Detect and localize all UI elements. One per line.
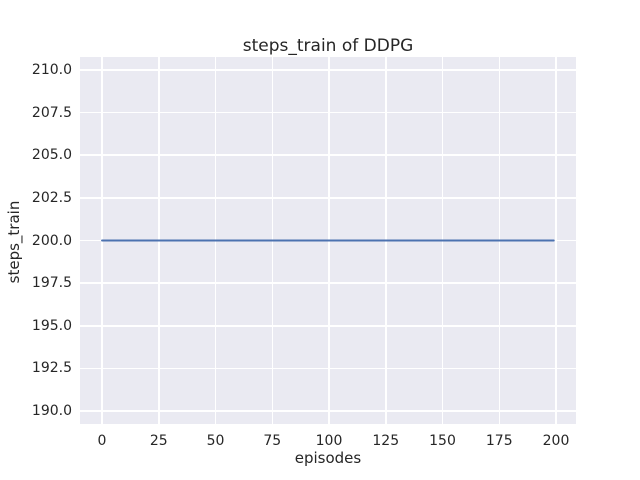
x-tick-label: 200: [542, 433, 570, 449]
y-tick-label: 210.0: [31, 61, 72, 78]
x-tick-label: 75: [263, 433, 282, 449]
x-tick-label: 100: [315, 433, 343, 449]
gridline-horizontal: [80, 154, 576, 156]
y-tick-label: 190.0: [31, 403, 72, 420]
plot-area: [80, 57, 576, 424]
gridline-horizontal: [80, 111, 576, 114]
y-tick-label: 207.5: [31, 104, 72, 121]
y-tick-label: 200.0: [31, 232, 72, 249]
gridline-horizontal: [80, 197, 576, 199]
gridline-horizontal: [80, 410, 576, 412]
gridline-horizontal: [80, 69, 576, 71]
x-tick-label: 50: [206, 433, 225, 449]
x-axis-label: episodes: [294, 449, 362, 467]
x-tick-label: 175: [485, 433, 513, 449]
gridline-horizontal: [80, 367, 576, 370]
y-tick-label: 202.5: [31, 189, 72, 206]
x-tick-label: 0: [97, 433, 107, 449]
y-tick-label: 192.5: [31, 360, 72, 377]
x-tick-label: 125: [372, 433, 400, 449]
chart-title: steps_train of DDPG: [242, 36, 414, 56]
x-tick-label: 25: [149, 433, 168, 449]
y-tick-label: 195.0: [31, 317, 72, 334]
plot-canvas: [101, 239, 555, 242]
x-tick-label: 150: [429, 433, 456, 449]
y-tick-label: 197.5: [31, 275, 72, 292]
y-tick-label: 205.0: [31, 147, 72, 164]
gridline-horizontal: [80, 325, 576, 327]
gridline-horizontal: [80, 282, 576, 284]
